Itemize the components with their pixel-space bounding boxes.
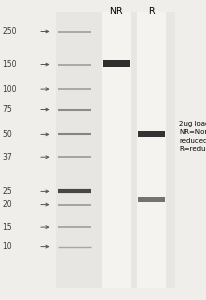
Text: 10: 10 [2,242,12,251]
Text: R: R [148,8,155,16]
Text: 50: 50 [2,130,12,139]
Text: 150: 150 [2,60,16,69]
Bar [137,12,166,288]
Bar [102,12,131,288]
Bar [138,131,165,137]
Text: 37: 37 [2,153,12,162]
Bar [103,60,130,67]
Text: 250: 250 [2,27,16,36]
Text: 100: 100 [2,85,16,94]
Bar [56,12,175,288]
Bar [138,197,165,202]
Text: 25: 25 [2,187,12,196]
Text: 2ug loading
NR=Non-
reduced
R=reduced: 2ug loading NR=Non- reduced R=reduced [179,121,206,152]
Text: 75: 75 [2,105,12,114]
Text: 15: 15 [2,223,12,232]
Text: 20: 20 [2,200,12,209]
Text: NR: NR [110,8,123,16]
